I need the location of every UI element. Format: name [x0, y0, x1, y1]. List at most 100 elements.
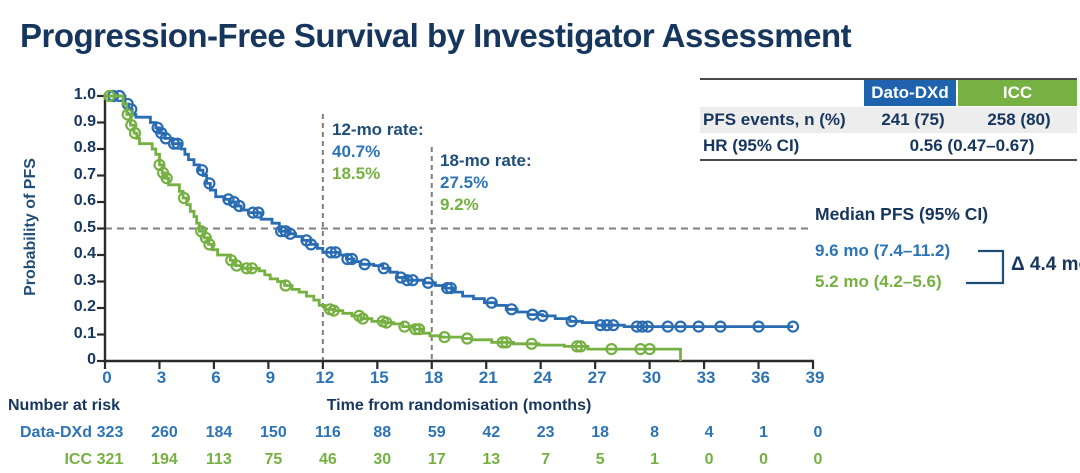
- hr-value: 0.56 (0.47–0.67): [909, 136, 1035, 155]
- summary-table: Dato-DXd ICC PFS events, n (%) 241 (75) …: [700, 78, 1077, 161]
- censor-mark-datodxd: [401, 274, 414, 287]
- page-title: Progression-Free Survival by Investigato…: [20, 17, 852, 54]
- risk-count-datadxd-21mo: 42: [482, 424, 501, 441]
- x-axis-label: Time from randomisation (months): [326, 397, 592, 414]
- risk-count-icc-12mo: 46: [318, 451, 337, 468]
- y-tick-label: 0.4: [73, 245, 96, 262]
- censor-mark-datodxd: [607, 319, 620, 332]
- x-tick-label: 39: [805, 368, 825, 387]
- risk-count-icc-0mo: 321: [96, 451, 124, 468]
- censor-mark-icc: [438, 331, 451, 344]
- risk-count-icc-39mo: 0: [813, 451, 823, 468]
- censor-mark-datodxd: [600, 319, 614, 332]
- censor-mark-datodxd: [252, 206, 265, 219]
- censor-mark-icc: [103, 89, 116, 103]
- risk-count-datadxd-36mo: 1: [759, 424, 768, 441]
- pfs-events-dato: 241 (75): [881, 110, 945, 129]
- risk-count-datadxd-33mo: 4: [704, 424, 714, 441]
- censor-mark-datodxd: [341, 252, 354, 266]
- censor-mark-datodxd: [786, 320, 800, 333]
- risk-count-icc-33mo: 0: [704, 451, 714, 468]
- censor-mark-icc: [409, 323, 422, 336]
- censor-mark-datodxd: [641, 320, 654, 333]
- censor-mark-icc: [398, 320, 411, 333]
- censor-mark-datodxd: [171, 137, 184, 150]
- censor-mark-icc: [177, 191, 191, 205]
- pfs-events-icc: 258 (80): [987, 110, 1051, 129]
- median-delta-bracket: [966, 249, 1005, 285]
- y-tick-label: 0.3: [73, 271, 96, 289]
- x-tick-label: 0: [102, 368, 112, 387]
- y-tick-label: 0.7: [73, 165, 96, 183]
- km-curve-icc: [105, 94, 682, 361]
- censor-mark-icc: [461, 332, 474, 345]
- censor-mark-icc: [525, 337, 538, 350]
- summary-header-spacer: [700, 80, 864, 106]
- x-tick-label: 33: [696, 368, 716, 387]
- censor-mark-datodxd: [394, 271, 407, 284]
- rate-12mo-label: 12-mo rate:: [332, 120, 424, 139]
- x-tick-label: 6: [211, 368, 221, 387]
- x-tick-label: 21: [478, 368, 498, 387]
- y-tick-label: 0.5: [73, 218, 96, 236]
- median-pfs-title: Median PFS (95% CI): [815, 204, 989, 224]
- x-tick-label: 30: [642, 368, 662, 387]
- y-axis-label: Probability of PFS: [22, 158, 39, 296]
- risk-count-datadxd-0mo: 323: [96, 424, 124, 441]
- y-tick-label: 0.6: [73, 192, 96, 209]
- censor-mark-datodxd: [636, 320, 649, 333]
- median-icc-value: 5.2 mo (4.2–5.6): [815, 272, 942, 291]
- censor-mark-icc: [496, 336, 509, 349]
- risk-count-datadxd-30mo: 8: [650, 424, 660, 441]
- censor-mark-icc: [240, 262, 253, 275]
- censor-mark-datodxd: [505, 303, 518, 316]
- censor-mark-datodxd: [594, 319, 607, 332]
- pfs-events-label: PFS events, n (%): [703, 110, 846, 129]
- rate-18mo-dato-value: 27.5%: [440, 173, 489, 192]
- summary-row-hr: HR (95% CI) 0.56 (0.47–0.67): [700, 133, 1077, 159]
- censor-mark-datodxd: [674, 320, 687, 333]
- y-tick-label: 0.1: [73, 324, 96, 342]
- risk-count-icc-9mo: 75: [264, 451, 283, 468]
- censor-mark-datodxd: [406, 274, 419, 287]
- x-tick-label: 12: [315, 368, 335, 387]
- censor-mark-datodxd: [565, 315, 578, 328]
- risk-count-icc-21mo: 13: [482, 451, 501, 468]
- censor-mark-datodxd: [246, 206, 260, 219]
- rate-18mo-annotation: 18-mo rate: 27.5% 9.2%: [440, 150, 532, 216]
- y-tick-label: 0: [87, 351, 96, 368]
- censor-mark-icc: [574, 340, 587, 353]
- rate-12mo-annotation: 12-mo rate: 40.7% 18.5%: [332, 119, 424, 185]
- risk-count-datadxd-18mo: 59: [427, 424, 446, 441]
- risk-count-datadxd-9mo: 150: [260, 424, 287, 441]
- censor-mark-datodxd: [422, 276, 435, 289]
- censor-mark-datodxd: [444, 282, 457, 295]
- censor-mark-datodxd: [304, 238, 318, 251]
- x-tick-label: 18: [424, 368, 444, 387]
- risk-count-datadxd-39mo: 0: [813, 424, 823, 441]
- censor-mark-icc: [356, 312, 369, 325]
- risk-count-datadxd-6mo: 184: [205, 424, 233, 441]
- censor-mark-icc: [160, 172, 173, 185]
- risk-count-icc-24mo: 7: [541, 451, 551, 468]
- censor-mark-datodxd: [233, 199, 246, 213]
- censor-mark-icc: [380, 316, 393, 329]
- x-tick-label: 3: [156, 368, 167, 387]
- risk-count-datadxd-24mo: 23: [536, 424, 555, 441]
- censor-mark-datodxd: [485, 296, 498, 309]
- censor-mark-datodxd: [324, 246, 338, 259]
- risk-count-icc-18mo: 17: [427, 451, 446, 468]
- median-delta-value: Δ 4.4 mo: [1011, 254, 1080, 275]
- censor-mark-icc: [199, 231, 212, 244]
- risk-count-datadxd-3mo: 260: [151, 424, 178, 441]
- censor-mark-icc: [605, 343, 618, 356]
- censor-mark-datodxd: [284, 227, 297, 240]
- y-tick-label: 0.9: [73, 112, 96, 130]
- censor-mark-icc: [500, 336, 513, 349]
- censor-mark-datodxd: [196, 164, 209, 177]
- rate-12mo-icc-value: 18.5%: [332, 164, 381, 183]
- summary-col-dato: Dato-DXd: [864, 80, 956, 106]
- summary-table-header: Dato-DXd ICC: [700, 80, 1077, 106]
- censor-mark-icc: [327, 304, 340, 317]
- summary-row-pfs-events: PFS events, n (%) 241 (75) 258 (80): [700, 107, 1077, 133]
